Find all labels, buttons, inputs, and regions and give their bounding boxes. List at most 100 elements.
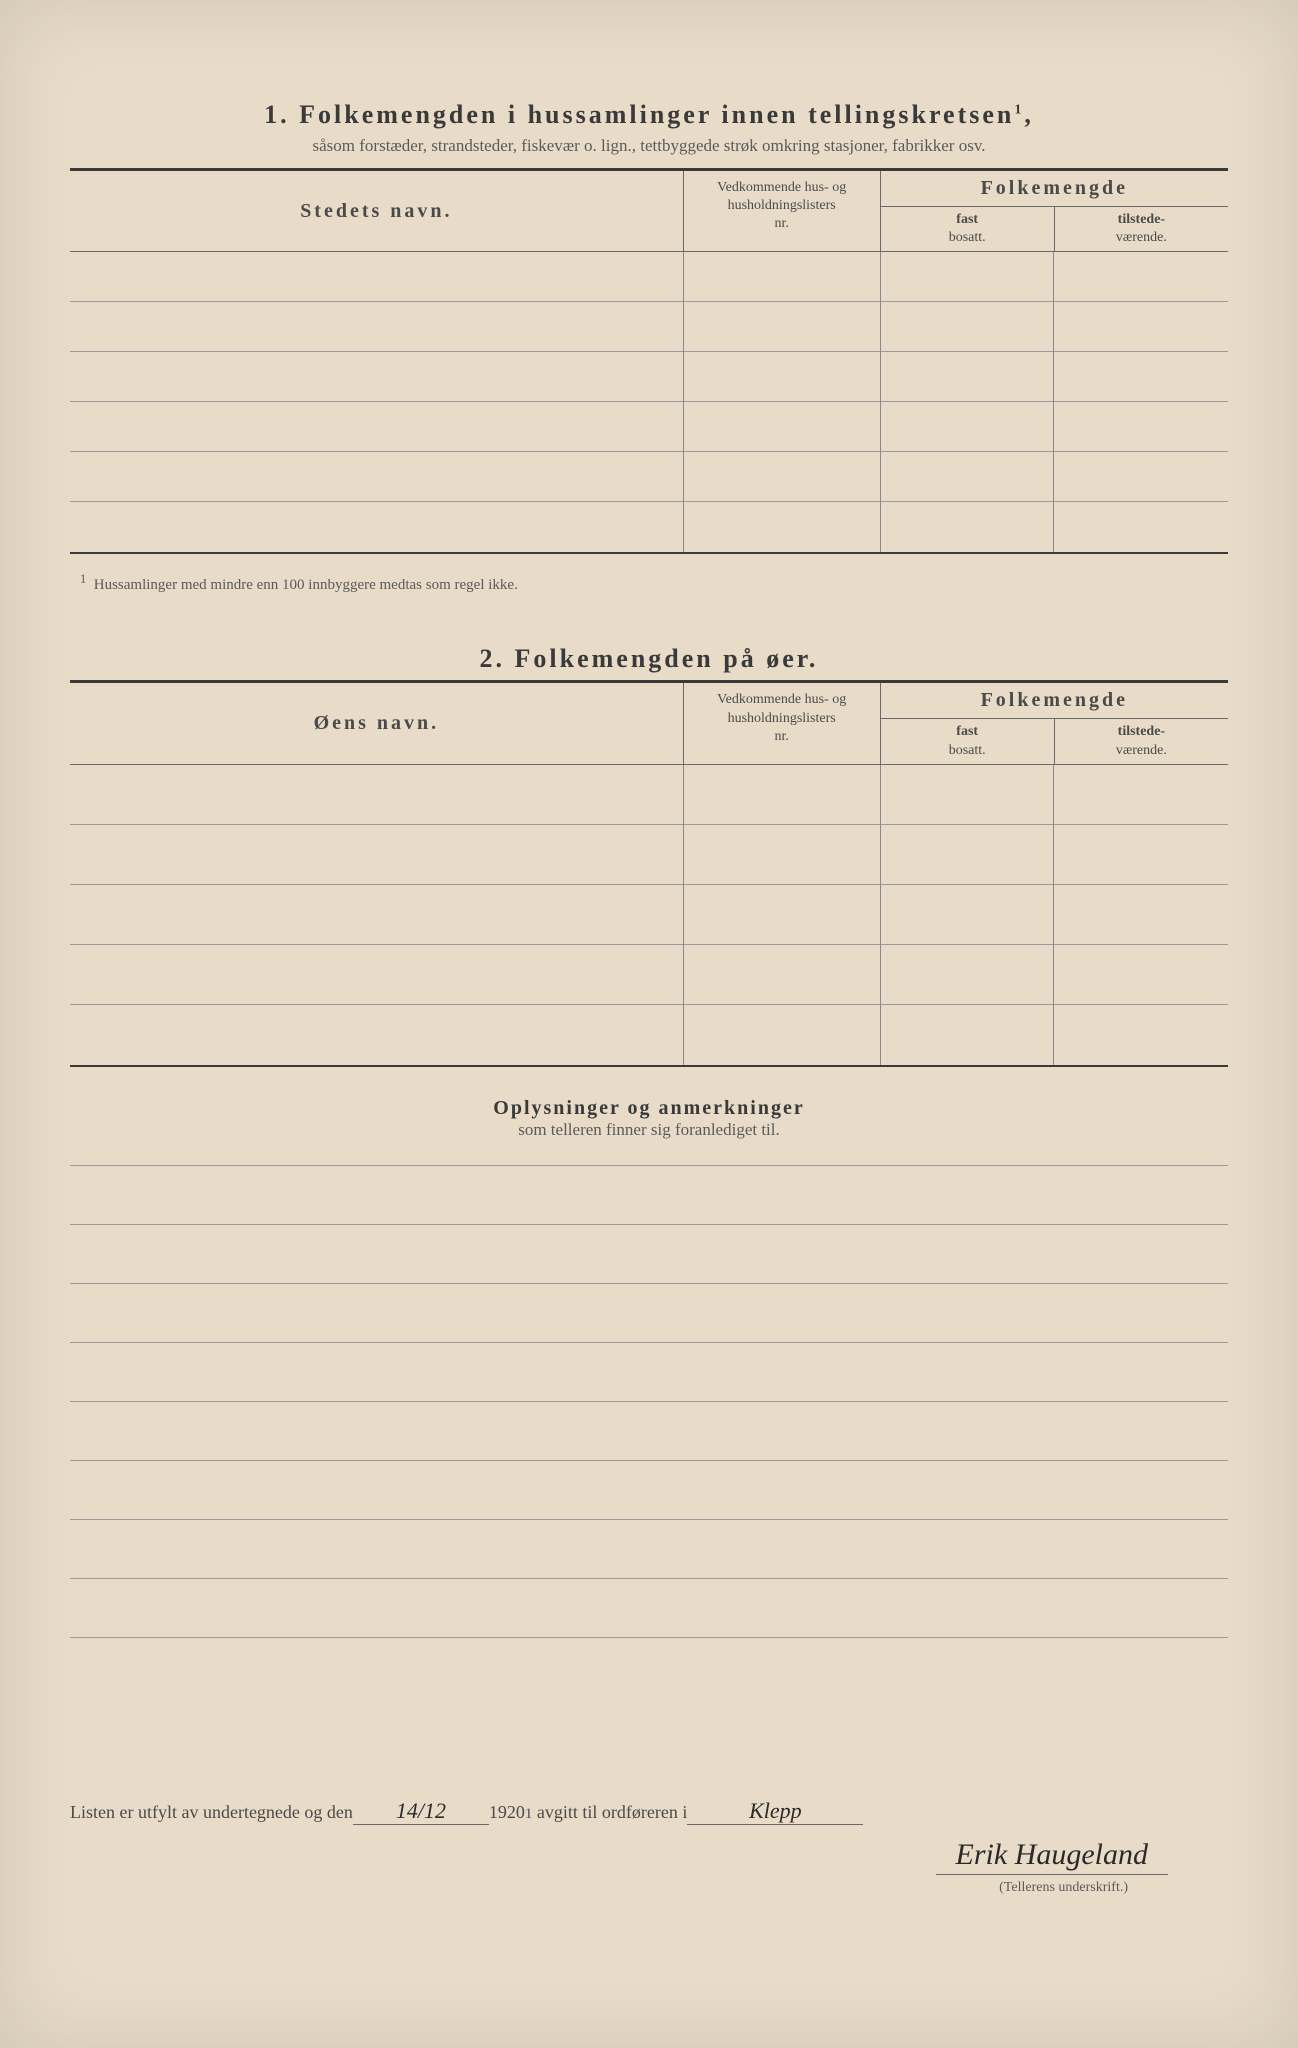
table-row <box>684 302 880 352</box>
table-row <box>1054 502 1228 552</box>
table-row <box>881 945 1054 1005</box>
table-row <box>881 352 1054 402</box>
table-row <box>1054 1005 1228 1065</box>
notes-line <box>70 1343 1228 1402</box>
table-row <box>1054 885 1228 945</box>
table-row <box>1054 352 1228 402</box>
section-2: 2. Folkemengden på øer. Øens navn. Vedko… <box>70 644 1228 1066</box>
table-row <box>1054 452 1228 502</box>
table-row <box>881 885 1054 945</box>
notes-line <box>70 1284 1228 1343</box>
section-1-title: 1. Folkemengden i hussamlinger innen tel… <box>70 100 1228 130</box>
table-2-body <box>70 765 1228 1065</box>
table-row <box>881 452 1054 502</box>
signature-area: Listen er utfylt av undertegnede og den … <box>70 1798 1228 1825</box>
notes-line <box>70 1520 1228 1579</box>
section-1-title-text: Folkemengden i hussamlinger innen tellin… <box>299 100 1014 129</box>
footnote-1: 1 Hussamlinger med mindre enn 100 innbyg… <box>70 572 1228 594</box>
section-1-subtitle: såsom forstæder, strandsteder, fiskevær … <box>70 136 1228 156</box>
sig-year: 1920 <box>489 1802 525 1823</box>
tbody2-col-nr <box>684 765 881 1065</box>
notes-lines <box>70 1165 1228 1638</box>
table-row <box>881 825 1054 885</box>
table-row <box>1054 402 1228 452</box>
table-row <box>684 352 880 402</box>
section-3-subtitle: som telleren finner sig foranlediget til… <box>70 1120 1228 1140</box>
document-page: 1. Folkemengden i hussamlinger innen tel… <box>0 0 1298 2048</box>
tbody-col-name <box>70 252 684 552</box>
table-row <box>881 502 1054 552</box>
table-row <box>70 452 683 502</box>
table-row <box>1054 825 1228 885</box>
section-3-title: Oplysninger og anmerkninger <box>70 1097 1228 1120</box>
table-row <box>70 945 683 1005</box>
col-header-folk: Folkemengde fast bosatt. tilstede- væren… <box>881 171 1228 251</box>
sig-name: Erik Haugeland <box>936 1838 1168 1875</box>
folk-fast: fast bosatt. <box>881 207 1055 251</box>
folk2-tilstede: tilstede- værende. <box>1055 719 1228 763</box>
col-header-nr: Vedkommende hus- og husholdningslisters … <box>684 171 881 251</box>
table-row <box>70 502 683 552</box>
table-row <box>881 765 1054 825</box>
table-1-body <box>70 252 1228 552</box>
table-row <box>70 885 683 945</box>
folk2-header: Folkemengde <box>881 683 1228 719</box>
table-row <box>70 765 683 825</box>
signature-line: Listen er utfylt av undertegnede og den … <box>70 1798 1228 1825</box>
table-2: Øens navn. Vedkommende hus- og husholdni… <box>70 680 1228 1066</box>
table-1: Stedets navn. Vedkommende hus- og hushol… <box>70 168 1228 554</box>
table-row <box>684 452 880 502</box>
tbody2-col-fast <box>881 765 1055 1065</box>
notes-line <box>70 1225 1228 1284</box>
notes-line <box>70 1579 1228 1638</box>
section-3: Oplysninger og anmerkninger som telleren… <box>70 1097 1228 1638</box>
table-row <box>684 402 880 452</box>
tbody-col-fast <box>881 252 1055 552</box>
table-row <box>70 1005 683 1065</box>
table-row <box>684 252 880 302</box>
table-row <box>881 1005 1054 1065</box>
notes-line <box>70 1166 1228 1225</box>
tbody2-col-tilstede <box>1054 765 1228 1065</box>
col2-header-folk: Folkemengde fast bosatt. tilstede- væren… <box>881 683 1228 763</box>
section-1-title-end: , <box>1024 100 1034 129</box>
section-1: 1. Folkemengden i hussamlinger innen tel… <box>70 100 1228 594</box>
sig-date: 14/12 <box>353 1798 489 1825</box>
table-row <box>70 252 683 302</box>
sig-caption: (Tellerens underskrift.) <box>999 1880 1128 1896</box>
table-row <box>684 825 880 885</box>
notes-line <box>70 1461 1228 1520</box>
table-row <box>70 302 683 352</box>
section-2-number: 2. <box>480 644 506 673</box>
table-row <box>1054 765 1228 825</box>
sig-place: Klepp <box>687 1798 863 1825</box>
table-row <box>881 402 1054 452</box>
table-row <box>1054 252 1228 302</box>
folk2-fast: fast bosatt. <box>881 719 1055 763</box>
table-row <box>881 302 1054 352</box>
section-2-title-text: Folkemengden på øer. <box>515 644 819 673</box>
table-row <box>70 352 683 402</box>
table-row <box>1054 302 1228 352</box>
sig-middle: avgitt til ordføreren i <box>537 1802 687 1823</box>
table-row <box>684 1005 880 1065</box>
col2-header-name: Øens navn. <box>70 683 684 763</box>
table-row <box>881 252 1054 302</box>
notes-line <box>70 1402 1228 1461</box>
table-row <box>684 502 880 552</box>
tbody-col-nr <box>684 252 881 552</box>
sig-prefix: Listen er utfylt av undertegnede og den <box>70 1802 353 1823</box>
folk-tilstede: tilstede- værende. <box>1055 207 1228 251</box>
table-row <box>684 885 880 945</box>
tbody-col-tilstede <box>1054 252 1228 552</box>
table-row <box>1054 945 1228 1005</box>
table-1-header: Stedets navn. Vedkommende hus- og hushol… <box>70 171 1228 252</box>
table-row <box>684 945 880 1005</box>
col-header-name: Stedets navn. <box>70 171 684 251</box>
folk-header: Folkemengde <box>881 171 1228 207</box>
table-row <box>684 765 880 825</box>
col2-header-nr: Vedkommende hus- og husholdningslisters … <box>684 683 881 763</box>
section-1-title-sup: 1 <box>1014 102 1024 117</box>
section-1-number: 1. <box>264 100 290 129</box>
section-2-title: 2. Folkemengden på øer. <box>70 644 1228 674</box>
